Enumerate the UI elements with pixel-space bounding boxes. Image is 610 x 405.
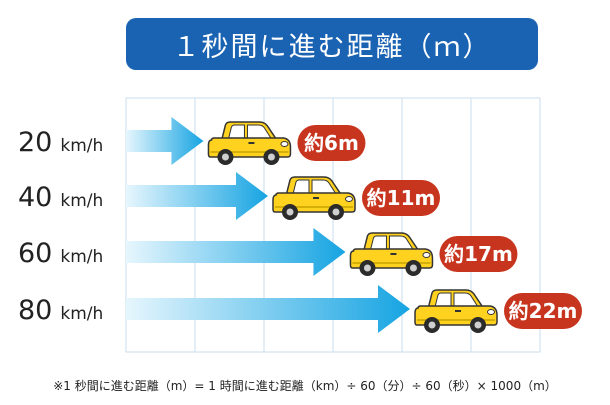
chart-row: 60 km/h 約17m bbox=[18, 228, 518, 276]
bar-arrow bbox=[126, 228, 346, 276]
data-label: 約22m bbox=[509, 299, 578, 323]
data-label: 約11m bbox=[367, 186, 436, 210]
value-label-bg bbox=[439, 236, 518, 272]
data-label: 約17m bbox=[444, 242, 513, 266]
value-label-bg bbox=[297, 125, 366, 161]
value-label-bg bbox=[362, 180, 440, 216]
bar-arrow bbox=[126, 172, 268, 220]
tick-label: 40 km/h bbox=[18, 182, 103, 213]
value-label-bg bbox=[504, 293, 582, 329]
tick-label: 60 km/h bbox=[18, 238, 103, 269]
data-label: 約6m bbox=[304, 131, 359, 155]
car-icon bbox=[349, 232, 434, 276]
chart-rows: 20 km/h 約6m 40 km/h 約11m 60 km/h 約17m 80 km/h 約22m bbox=[18, 117, 582, 333]
tick-label: 20 km/h bbox=[18, 127, 103, 158]
chart-row: 40 km/h 約11m bbox=[18, 172, 440, 220]
bar-arrow bbox=[126, 117, 204, 165]
car-icon bbox=[272, 176, 356, 220]
bar-arrow bbox=[126, 285, 410, 333]
car-icon bbox=[414, 289, 498, 333]
chart-row: 20 km/h 約6m bbox=[18, 117, 366, 165]
title-banner: １秒間に進む距離（ｍ） bbox=[126, 18, 538, 70]
car-icon bbox=[207, 121, 292, 165]
footnote: ※1 秒間に進む距離（m）= 1 時間に進む距離（km）÷ 60（分）÷ 60（… bbox=[53, 379, 557, 393]
tick-label: 80 km/h bbox=[18, 295, 103, 326]
chart-title: １秒間に進む距離（ｍ） bbox=[172, 31, 492, 63]
chart-row: 80 km/h 約22m bbox=[18, 285, 582, 333]
